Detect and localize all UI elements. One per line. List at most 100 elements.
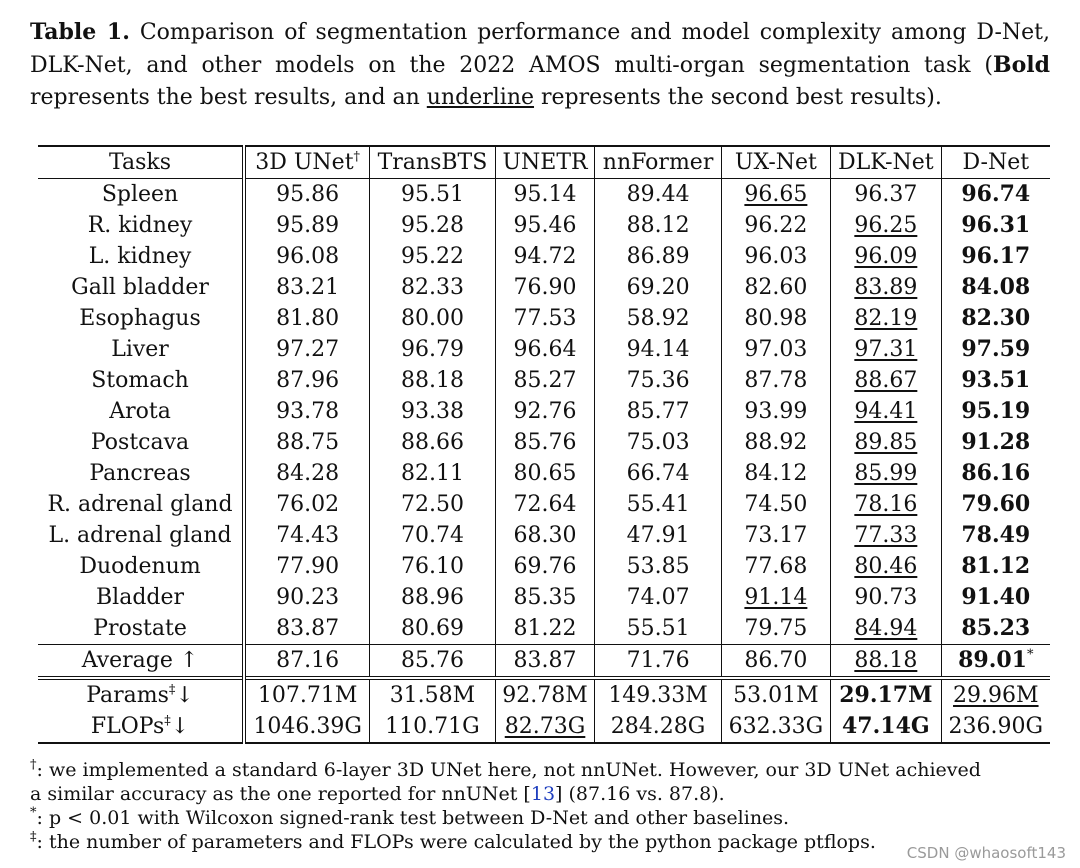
- table-cell: 78.49: [941, 520, 1050, 551]
- task-cell: Stomach: [38, 365, 247, 396]
- table-cell: 95.22: [369, 241, 496, 272]
- table-row: Arota 93.78 93.38 92.76 85.77 93.99 94.41 95.19: [38, 396, 1050, 427]
- cell-value: 85.76: [513, 430, 577, 455]
- table-cell: 79.60: [941, 489, 1050, 520]
- task-label: Spleen: [101, 182, 179, 207]
- cell-value: 92.76: [513, 399, 577, 424]
- cell-value: 80.65: [513, 461, 577, 486]
- column-header: nnFormer: [594, 145, 722, 179]
- table-cell: 53.01M: [721, 676, 832, 711]
- task-cell: Average ↑: [38, 644, 247, 679]
- table-cell: 85.99: [830, 458, 942, 489]
- caption-bold-word: Bold: [992, 52, 1050, 78]
- table-cell: 29.17M: [830, 676, 942, 711]
- task-label: Arota: [109, 399, 171, 424]
- best-value: 93.51: [961, 367, 1031, 393]
- table-cell: 77.90: [244, 551, 371, 582]
- task-cell: Liver: [38, 334, 247, 365]
- table-cell: 87.78: [721, 365, 832, 396]
- cell-value: 76.02: [276, 492, 340, 517]
- footnote-mark: *: [30, 805, 37, 821]
- table-cell: 236.90G: [941, 711, 1050, 744]
- table-cell: 83.87: [495, 644, 596, 679]
- second-best-value: 88.18: [854, 648, 918, 673]
- table-cell: 88.96: [369, 582, 496, 613]
- cell-value: 53.85: [626, 554, 690, 579]
- cell-value: 87.16: [276, 648, 340, 673]
- cell-value: 76.90: [513, 275, 577, 300]
- table-cell: 69.76: [495, 551, 596, 582]
- table-cell: 88.18: [830, 644, 942, 679]
- column-header-label: UNETR: [502, 150, 588, 175]
- table-cell: 83.87: [244, 613, 371, 645]
- second-best-value: 85.99: [854, 461, 918, 486]
- table-cell: 80.65: [495, 458, 596, 489]
- table-cell: 96.17: [941, 241, 1050, 272]
- table-row: Bladder 90.23 88.96 85.35 74.07 91.14 90.73 91.…: [38, 582, 1050, 613]
- task-cell: Spleen: [38, 178, 247, 210]
- column-header: Tasks: [38, 145, 247, 179]
- table-row: Pancreas 84.28 82.11 80.65 66.74 84.12 85.99 86…: [38, 458, 1050, 489]
- best-value: 96.74: [961, 181, 1031, 207]
- footnote-text: ] (87.16 vs. 87.8).: [555, 783, 725, 805]
- cell-value: 55.51: [626, 616, 690, 641]
- table-cell: 86.16: [941, 458, 1050, 489]
- second-best-value: 84.94: [854, 616, 918, 641]
- table-cell: 96.25: [830, 210, 942, 241]
- column-header-label: 3D UNet: [255, 150, 354, 175]
- table-cell: 284.28G: [594, 711, 722, 744]
- table-cell: 95.46: [495, 210, 596, 241]
- average-row: Average ↑ 87.16 85.76 83.87 71.76 86.70 88.18 8…: [38, 644, 1050, 679]
- task-label: Stomach: [91, 368, 189, 393]
- task-label: Pancreas: [89, 461, 191, 486]
- table-cell: 70.74: [369, 520, 496, 551]
- cell-value: 75.03: [626, 430, 690, 455]
- column-header: DLK-Net: [830, 145, 942, 179]
- second-best-value: 83.89: [854, 275, 918, 300]
- citation-link[interactable]: 13: [530, 783, 556, 805]
- table-cell: 90.23: [244, 582, 371, 613]
- cell-value: 96.22: [744, 213, 808, 238]
- cell-value: 82.33: [400, 275, 464, 300]
- task-label: Gall bladder: [71, 275, 209, 300]
- table-cell: 69.20: [594, 272, 722, 303]
- task-label: R. kidney: [87, 213, 193, 238]
- table-cell: 88.66: [369, 427, 496, 458]
- footnote-asterisk: *: p < 0.01 with Wilcoxon signed-rank te…: [30, 806, 1050, 830]
- cell-value: 66.74: [626, 461, 690, 486]
- second-best-value: 94.41: [854, 399, 918, 424]
- cell-value: 96.64: [513, 337, 577, 362]
- second-best-value: 78.16: [854, 492, 918, 517]
- cell-value: 95.14: [513, 182, 577, 207]
- task-cell: Bladder: [38, 582, 247, 613]
- cell-value: 82.60: [744, 275, 808, 300]
- task-cell: L. adrenal gland: [38, 520, 247, 551]
- table-cell: 85.76: [495, 427, 596, 458]
- cell-value: 97.27: [276, 337, 340, 362]
- table-cell: 72.64: [495, 489, 596, 520]
- cell-value: 77.68: [744, 554, 808, 579]
- cell-value: 95.86: [276, 182, 340, 207]
- column-header: UNETR: [495, 145, 596, 179]
- cell-value: 90.73: [854, 585, 918, 610]
- task-cell: Pancreas: [38, 458, 247, 489]
- footnote-text: : the number of parameters and FLOPs wer…: [36, 831, 876, 853]
- task-label: L. kidney: [88, 244, 192, 269]
- table-cell: 84.94: [830, 613, 942, 645]
- task-label: Postcava: [90, 430, 190, 455]
- table-cell: 68.30: [495, 520, 596, 551]
- table-cell: 149.33M: [594, 676, 722, 711]
- table-cell: 94.14: [594, 334, 722, 365]
- table-cell: 76.02: [244, 489, 371, 520]
- best-value: 81.12: [961, 553, 1031, 579]
- second-best-value: 91.14: [744, 585, 808, 610]
- table-cell: 92.76: [495, 396, 596, 427]
- table-cell: 81.80: [244, 303, 371, 334]
- footnote-text: : we implemented a standard 6-layer 3D U…: [36, 759, 981, 781]
- cell-value: 68.30: [513, 523, 577, 548]
- caption-text-b: represents the best results, and an: [30, 85, 427, 110]
- second-best-value: 97.31: [854, 337, 918, 362]
- task-cell: FLOPs‡↓: [38, 711, 247, 744]
- task-cell: Duodenum: [38, 551, 247, 582]
- table-cell: 82.30: [941, 303, 1050, 334]
